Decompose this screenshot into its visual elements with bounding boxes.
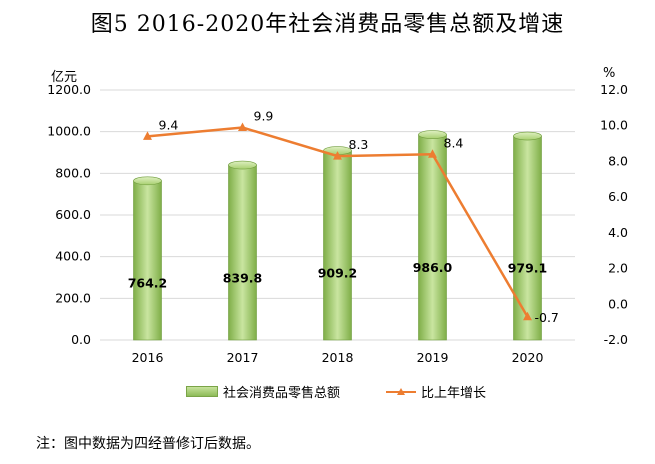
right-tick-label: 10.0 <box>600 118 628 133</box>
bar-top <box>418 130 447 139</box>
bar-value-label: 986.0 <box>413 260 453 275</box>
left-tick-label: 200.0 <box>55 290 91 305</box>
right-tick-label: 12.0 <box>600 82 628 97</box>
right-tick-label: 8.0 <box>608 153 628 168</box>
left-tick-label: 600.0 <box>55 207 91 222</box>
chart-title: 图5 2016-2020年社会消费品零售总额及增速 <box>90 12 565 37</box>
growth-value-label: 8.4 <box>444 135 464 150</box>
bar-series: 764.2 839.8 909.2 986.0 979.1 <box>128 130 548 341</box>
bar <box>418 134 447 341</box>
bar-value-label: 909.2 <box>318 265 358 280</box>
left-tick-label: 0.0 <box>71 332 91 347</box>
growth-marker <box>523 311 532 321</box>
legend-line-label: 比上年增长 <box>421 386 487 401</box>
x-tick-label: 2016 <box>132 350 164 365</box>
growth-marker <box>333 151 342 160</box>
legend-bar-swatch <box>186 386 218 397</box>
x-tick-label: 2018 <box>322 350 354 365</box>
growth-value-label: -0.7 <box>535 310 559 325</box>
left-tick-label: 800.0 <box>55 165 91 180</box>
bar-value-label: 979.1 <box>508 261 548 276</box>
x-tick-label: 2019 <box>417 350 449 365</box>
x-tick-label: 2020 <box>512 350 544 365</box>
bar-value-label: 839.8 <box>223 270 263 285</box>
legend-line-swatch <box>386 386 416 398</box>
growth-marker <box>143 131 152 140</box>
legend: 社会消费品零售总额 比上年增长 <box>0 382 655 402</box>
bar-top <box>513 131 542 141</box>
combo-chart: 0.0 200.0 400.0 600.0 800.0 1000.0 1200.0 -2.0… <box>47 82 628 365</box>
bar <box>133 180 162 341</box>
growth-marker <box>238 122 247 131</box>
right-tick-label: 4.0 <box>608 225 628 240</box>
right-axis-unit: % <box>603 66 616 81</box>
right-tick-label: 6.0 <box>608 189 628 204</box>
x-axis-labels: 2016 2017 2018 2019 2020 <box>132 350 544 365</box>
right-axis-ticks: -2.0 0.0 2.0 4.0 6.0 8.0 10.0 12.0 <box>600 82 628 347</box>
legend-bar-label: 社会消费品零售总额 <box>223 386 341 401</box>
right-tick-label: -2.0 <box>604 332 628 347</box>
legend-item-bar: 社会消费品零售总额 <box>186 382 340 401</box>
right-tick-label: 2.0 <box>608 261 628 276</box>
left-axis-ticks: 0.0 200.0 400.0 600.0 800.0 1000.0 1200.0 <box>47 82 91 347</box>
bar-value-label: 764.2 <box>128 275 168 290</box>
growth-value-label: 8.3 <box>349 137 369 152</box>
bar-top <box>228 160 257 170</box>
right-tick-label: 0.0 <box>608 296 628 311</box>
line-series: 9.4 9.9 8.3 8.4 -0.7 <box>143 109 559 325</box>
left-tick-label: 1000.0 <box>47 124 91 139</box>
x-tick-label: 2017 <box>227 350 259 365</box>
legend-item-line: 比上年增长 <box>386 382 486 401</box>
growth-value-label: 9.9 <box>254 109 274 124</box>
bar <box>228 164 257 341</box>
growth-marker <box>428 149 437 158</box>
left-axis-unit: 亿元 <box>51 70 78 85</box>
bar-top <box>133 176 162 186</box>
bar <box>323 150 352 341</box>
left-tick-label: 400.0 <box>55 249 91 264</box>
left-tick-label: 1200.0 <box>47 82 91 97</box>
footnote: 注：图中数据为四经普修订后数据。 <box>36 436 260 452</box>
growth-value-label: 9.4 <box>159 117 179 132</box>
